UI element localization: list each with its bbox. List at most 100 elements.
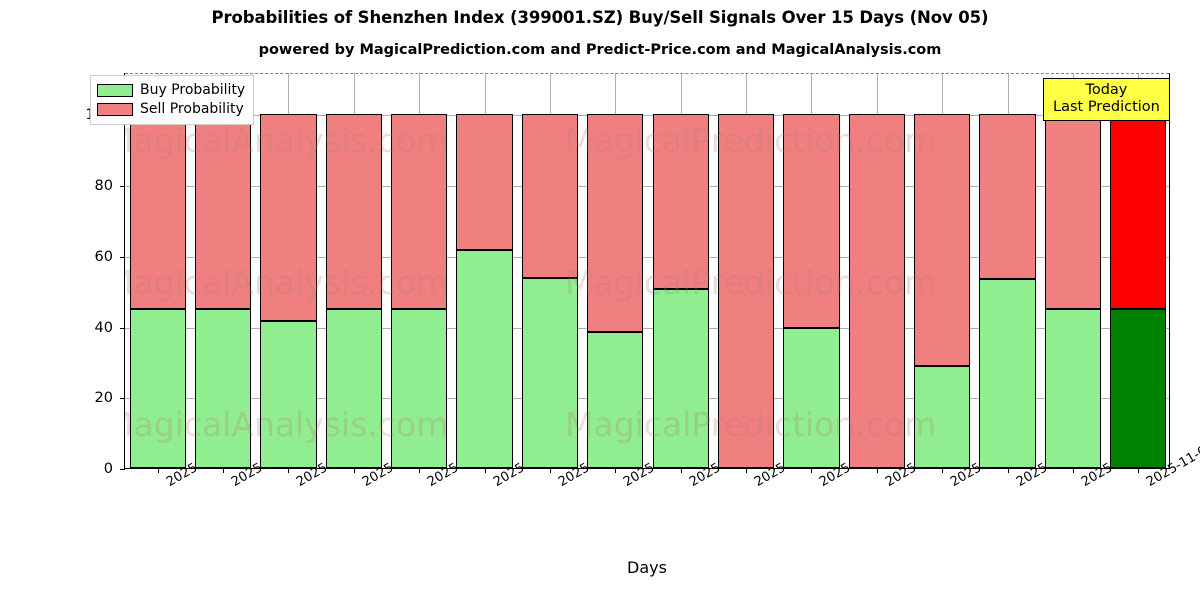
- legend: Buy Probability Sell Probability: [90, 75, 255, 125]
- x-tick-label: 2025-10-15: [229, 439, 302, 490]
- x-tick-label: 2025-10-21: [491, 439, 564, 490]
- bar-group: [129, 73, 186, 468]
- x-axis-label: Days: [627, 558, 667, 577]
- y-tick-label: 80: [94, 178, 113, 195]
- gridline-y-20: [125, 398, 1169, 400]
- chart-title: Probabilities of Shenzhen Index (399001.…: [211, 8, 989, 27]
- bar-group: [1110, 73, 1167, 468]
- bar-group: [652, 73, 709, 468]
- y-tick-label: 40: [94, 319, 113, 336]
- x-tick-label: 2025-10-28: [817, 439, 890, 490]
- x-tick-label: 2025-10-23: [621, 439, 694, 490]
- y-tick-mark: [120, 469, 125, 470]
- bar-segment-buy: [260, 320, 317, 468]
- bar-segment-buy: [129, 308, 186, 468]
- bar-segment-sell: [1044, 114, 1102, 309]
- x-tick-mark: [223, 468, 225, 473]
- bar-group: [587, 73, 644, 468]
- bar-segment-sell: [587, 114, 644, 332]
- bar-segment-buy: [325, 308, 382, 468]
- today-annotation-line1: Today: [1085, 82, 1128, 98]
- bar-segment-sell: [914, 114, 971, 367]
- x-tick-label: 2025-11-03: [1079, 439, 1152, 490]
- plot-inner: MagicalAnalysis.com MagicalPrediction.com…: [125, 73, 1169, 468]
- bar-group: [456, 73, 513, 468]
- legend-label: Buy Probability: [140, 82, 246, 99]
- gridline-y-60: [125, 256, 1169, 258]
- x-tick-label: 2025-10-27: [752, 439, 825, 490]
- bar-segment-sell: [456, 114, 513, 250]
- x-tick-mark: [1072, 468, 1074, 473]
- y-tick-label: 0: [103, 461, 113, 477]
- bar-segment-sell: [783, 114, 840, 329]
- x-tick-label: 2025-10-16: [294, 439, 367, 490]
- gridline-y-100: [125, 115, 1169, 117]
- x-tick-label: 2025-11-04: [1144, 439, 1200, 490]
- x-tick-mark: [680, 468, 682, 473]
- x-tick-label: 2025-10-31: [1014, 439, 1087, 490]
- bars-layer: [125, 73, 1169, 468]
- bar-segment-sell: [194, 114, 252, 309]
- y-tick-mark: [120, 256, 125, 258]
- legend-item: Sell Probability: [97, 100, 245, 119]
- x-tick-mark: [615, 468, 617, 473]
- bar-segment-buy: [1110, 308, 1167, 468]
- bar-segment-buy: [783, 328, 840, 468]
- bar-group: [914, 73, 971, 468]
- bar-segment-sell: [325, 114, 382, 309]
- legend-label: Sell Probability: [140, 101, 244, 118]
- x-tick-label: 2025-10-30: [948, 439, 1021, 490]
- bar-segment-sell: [391, 114, 448, 309]
- x-tick-mark: [353, 468, 355, 473]
- bar-group: [1044, 73, 1102, 468]
- x-tick-mark: [876, 468, 878, 473]
- y-tick-mark: [120, 186, 125, 188]
- x-tick-mark: [1138, 468, 1140, 473]
- x-tick-mark: [811, 468, 813, 473]
- bar-segment-sell: [260, 114, 317, 321]
- bar-segment-sell: [1110, 114, 1167, 309]
- bar-segment-sell: [717, 114, 775, 468]
- bar-segment-sell: [848, 114, 905, 468]
- bar-group: [194, 73, 252, 468]
- legend-swatch: [97, 84, 133, 97]
- bar-segment-buy: [652, 289, 709, 468]
- bar-segment-buy: [194, 308, 252, 468]
- bar-segment-buy: [391, 308, 448, 468]
- bar-segment-buy: [456, 249, 513, 468]
- x-tick-mark: [484, 468, 486, 473]
- bar-group: [521, 73, 579, 468]
- bar-segment-sell: [979, 114, 1036, 279]
- x-tick-mark: [942, 468, 944, 473]
- y-tick-label: 60: [94, 248, 113, 265]
- bar-segment-buy: [914, 366, 971, 468]
- x-tick-label: 2025-10-14: [164, 439, 237, 490]
- x-tick-mark: [746, 468, 748, 473]
- today-annotation-line2: Last Prediction: [1053, 99, 1160, 116]
- bar-segment-sell: [129, 114, 186, 309]
- x-tick-label: 2025-10-24: [687, 439, 760, 490]
- x-tick-label: 2025-10-20: [425, 439, 498, 490]
- today-annotation: Today Last Prediction: [1043, 78, 1170, 122]
- x-tick-label: 2025-10-29: [883, 439, 956, 490]
- bar-segment-buy: [979, 278, 1036, 468]
- bar-group: [979, 73, 1036, 468]
- gridline-y-80: [125, 186, 1169, 188]
- bar-segment-sell: [652, 114, 709, 290]
- x-tick-mark: [1007, 468, 1009, 473]
- bar-segment-buy: [1044, 308, 1102, 468]
- x-tick-mark: [549, 468, 551, 473]
- y-tick-mark: [120, 327, 125, 329]
- legend-item: Buy Probability: [97, 81, 245, 100]
- bar-group: [260, 73, 317, 468]
- legend-swatch: [97, 103, 133, 116]
- bar-group: [783, 73, 840, 468]
- y-tick-mark: [120, 398, 125, 400]
- x-tick-label: 2025-10-22: [556, 439, 629, 490]
- gridline-y-40: [125, 327, 1169, 329]
- bar-group: [848, 73, 905, 468]
- y-tick-label: 20: [94, 390, 113, 407]
- bar-group: [391, 73, 448, 468]
- bar-group: [717, 73, 775, 468]
